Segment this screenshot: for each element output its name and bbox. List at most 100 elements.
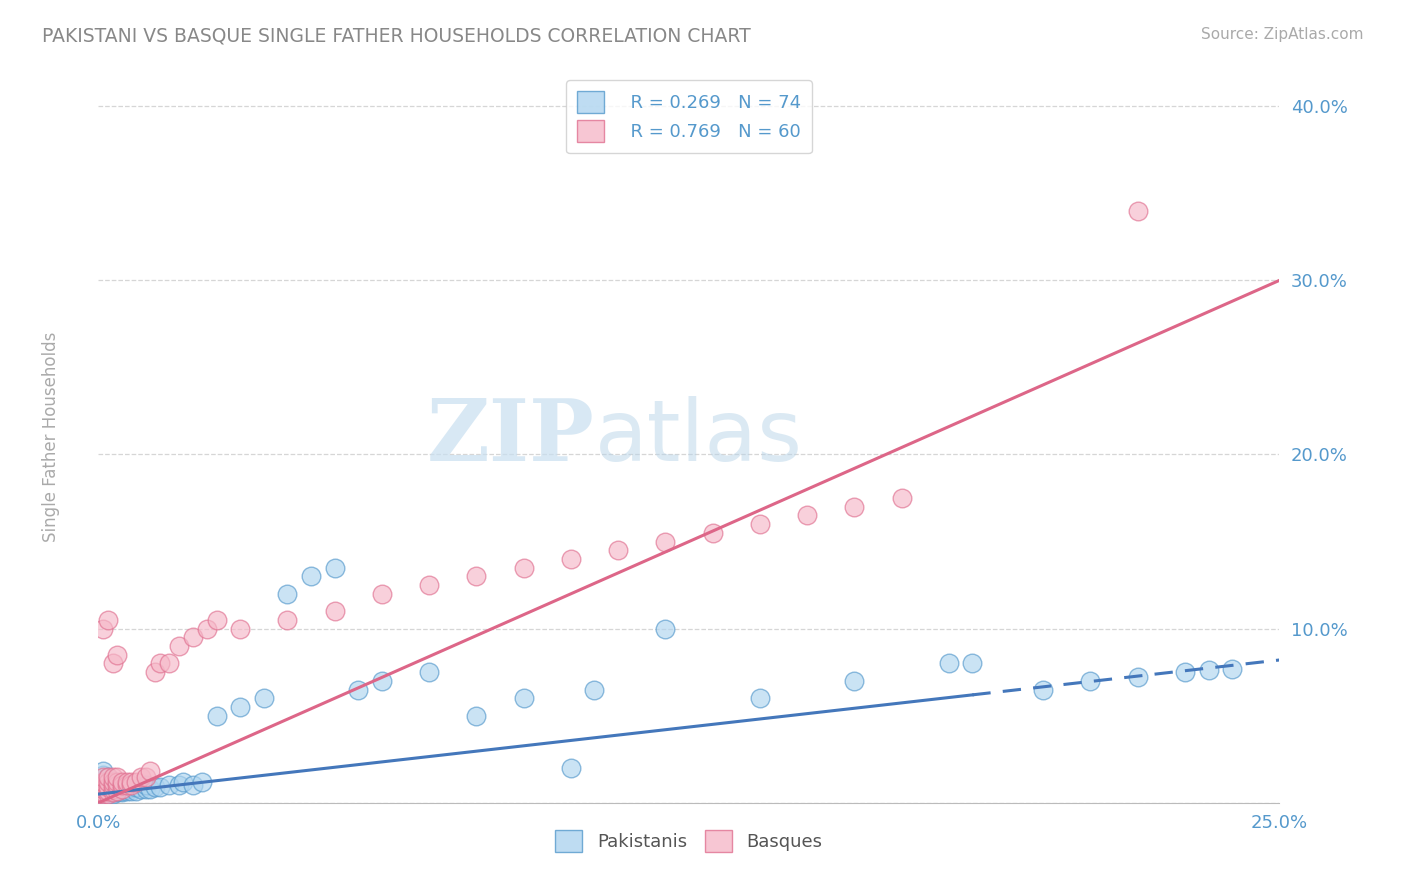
Point — [157, 778, 180, 792]
Point — [101, 781, 124, 796]
Point — [91, 778, 114, 792]
Point — [101, 778, 124, 792]
Point — [111, 783, 134, 797]
Point — [101, 785, 124, 799]
Point — [97, 785, 120, 799]
Point — [748, 691, 770, 706]
Point — [702, 525, 724, 540]
Text: ZIP: ZIP — [426, 395, 595, 479]
Point — [654, 534, 676, 549]
Point — [135, 778, 157, 792]
Point — [560, 552, 582, 566]
Point — [101, 778, 124, 792]
Point — [229, 700, 252, 714]
Point — [844, 673, 866, 688]
Point — [87, 787, 110, 801]
Point — [205, 613, 228, 627]
Point — [101, 783, 124, 797]
Point — [276, 613, 298, 627]
Point — [135, 781, 157, 796]
Point — [512, 691, 534, 706]
Point — [91, 785, 114, 799]
Point — [97, 613, 120, 627]
Point — [560, 761, 582, 775]
Point — [962, 657, 984, 671]
Point — [229, 622, 252, 636]
Point — [607, 543, 630, 558]
Point — [111, 778, 134, 792]
Point — [167, 778, 190, 792]
Point — [105, 785, 128, 799]
Point — [181, 778, 204, 792]
Point — [97, 780, 120, 794]
Point — [1198, 664, 1220, 678]
Point — [105, 783, 128, 797]
Point — [91, 775, 114, 789]
Point — [101, 775, 124, 789]
Point — [418, 578, 440, 592]
Point — [465, 708, 488, 723]
Point — [583, 682, 606, 697]
Point — [97, 781, 120, 796]
Point — [115, 775, 138, 789]
Point — [91, 785, 114, 799]
Point — [101, 787, 124, 801]
Point — [890, 491, 912, 505]
Point — [111, 781, 134, 796]
Point — [91, 787, 114, 801]
Text: Single Father Households: Single Father Households — [42, 332, 60, 542]
Point — [844, 500, 866, 514]
Point — [143, 665, 166, 680]
Point — [347, 682, 370, 697]
Point — [191, 775, 214, 789]
Point — [149, 657, 172, 671]
Point — [91, 781, 114, 796]
Point — [105, 648, 128, 662]
Point — [121, 783, 143, 797]
Point — [371, 673, 394, 688]
Point — [111, 775, 134, 789]
Point — [115, 783, 138, 797]
Point — [101, 785, 124, 799]
Point — [105, 775, 128, 789]
Point — [101, 657, 124, 671]
Point — [149, 780, 172, 794]
Point — [181, 631, 204, 645]
Point — [157, 657, 180, 671]
Point — [172, 775, 194, 789]
Point — [1126, 670, 1149, 684]
Point — [91, 778, 114, 792]
Point — [1174, 665, 1197, 680]
Point — [1220, 662, 1243, 676]
Point — [105, 770, 128, 784]
Point — [91, 770, 114, 784]
Text: atlas: atlas — [595, 395, 803, 479]
Point — [91, 783, 114, 797]
Point — [105, 781, 128, 796]
Point — [97, 783, 120, 797]
Point — [87, 787, 110, 801]
Text: PAKISTANI VS BASQUE SINGLE FATHER HOUSEHOLDS CORRELATION CHART: PAKISTANI VS BASQUE SINGLE FATHER HOUSEH… — [42, 27, 751, 45]
Point — [115, 781, 138, 796]
Point — [143, 780, 166, 794]
Point — [139, 781, 162, 796]
Point — [105, 778, 128, 792]
Point — [105, 778, 128, 792]
Point — [129, 781, 152, 796]
Point — [91, 787, 114, 801]
Point — [97, 775, 120, 789]
Point — [97, 787, 120, 801]
Text: Source: ZipAtlas.com: Source: ZipAtlas.com — [1201, 27, 1364, 42]
Point — [91, 781, 114, 796]
Point — [101, 770, 124, 784]
Point — [1126, 203, 1149, 218]
Point — [101, 781, 124, 796]
Point — [796, 508, 818, 523]
Point — [111, 785, 134, 799]
Point — [97, 778, 120, 792]
Point — [139, 764, 162, 779]
Point — [105, 783, 128, 797]
Point — [97, 770, 120, 784]
Point — [125, 783, 148, 797]
Point — [253, 691, 276, 706]
